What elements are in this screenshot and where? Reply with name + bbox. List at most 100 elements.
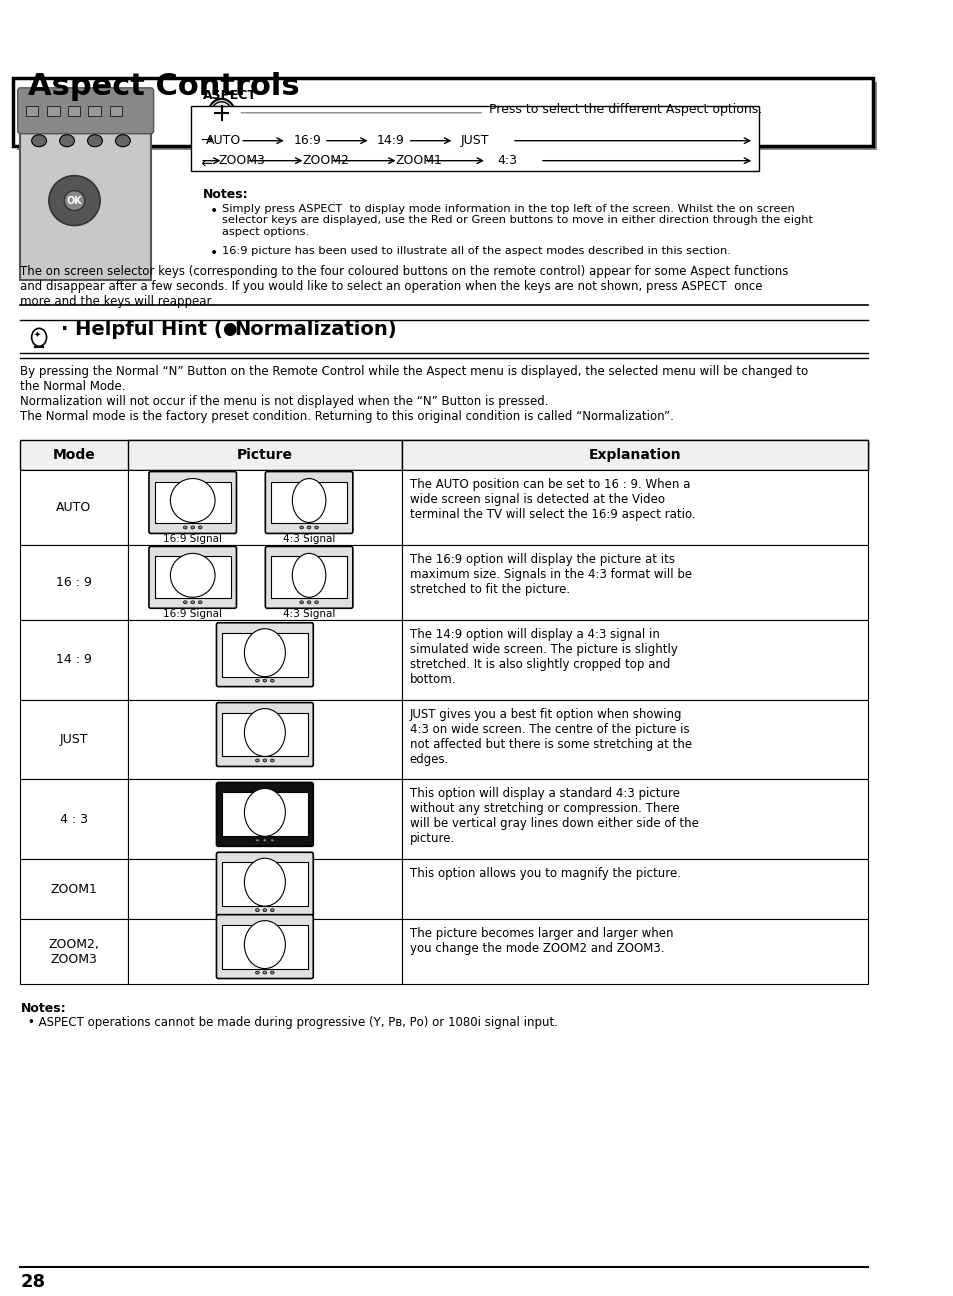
Text: 16:9: 16:9	[293, 135, 321, 148]
Bar	[128, 779, 402, 859]
Text: The on screen selector keys (corresponding to the four coloured buttons on the r: The on screen selector keys (correspondi…	[20, 266, 788, 308]
Ellipse shape	[255, 679, 259, 682]
FancyBboxPatch shape	[149, 472, 236, 534]
Text: •: •	[210, 203, 217, 218]
Text: This option will display a standard 4:3 picture
without any stretching or compre: This option will display a standard 4:3 …	[409, 788, 698, 845]
Bar	[128, 544, 402, 619]
Bar	[20, 859, 128, 919]
Text: The AUTO position can be set to 16 : 9. When a
wide screen signal is detected at: The AUTO position can be set to 16 : 9. …	[409, 478, 695, 521]
Bar	[128, 619, 402, 700]
Bar	[402, 779, 867, 859]
Text: Aspect Controls: Aspect Controls	[28, 71, 299, 101]
Text: 4:3 Signal: 4:3 Signal	[283, 534, 335, 544]
Ellipse shape	[255, 759, 259, 762]
Ellipse shape	[263, 679, 267, 682]
Ellipse shape	[115, 135, 131, 146]
Text: Normalization): Normalization)	[234, 320, 396, 340]
Bar	[154, 482, 231, 524]
Text: 4 : 3: 4 : 3	[60, 813, 88, 826]
FancyBboxPatch shape	[18, 88, 153, 133]
Ellipse shape	[171, 478, 214, 522]
Bar	[110, 106, 122, 115]
Bar	[402, 919, 867, 984]
Text: · Helpful Hint (: · Helpful Hint (	[60, 320, 222, 340]
FancyBboxPatch shape	[216, 623, 313, 687]
Bar	[89, 106, 100, 115]
Ellipse shape	[255, 839, 259, 842]
Bar	[402, 619, 867, 700]
Text: →: →	[200, 154, 212, 167]
Ellipse shape	[209, 98, 234, 127]
Bar	[191, 106, 758, 171]
Bar	[402, 859, 867, 919]
Text: ●: ●	[221, 320, 235, 338]
Ellipse shape	[244, 709, 285, 757]
Text: 14 : 9: 14 : 9	[56, 653, 91, 666]
Text: Explanation: Explanation	[588, 448, 680, 463]
Text: ZOOM1: ZOOM1	[395, 154, 442, 167]
Bar	[271, 482, 347, 524]
Ellipse shape	[263, 908, 267, 911]
Text: • ASPECT operations cannot be made during progressive (Y, Pʙ, Pᴏ) or 1080i signa: • ASPECT operations cannot be made durin…	[28, 1016, 558, 1029]
Ellipse shape	[270, 908, 274, 911]
FancyBboxPatch shape	[216, 783, 313, 846]
Bar	[20, 700, 128, 779]
Bar	[128, 919, 402, 984]
Ellipse shape	[292, 553, 326, 597]
Text: ZOOM1: ZOOM1	[51, 883, 97, 896]
Bar	[20, 441, 867, 470]
Bar	[26, 106, 38, 115]
Ellipse shape	[292, 478, 326, 522]
Bar	[20, 919, 128, 984]
Bar	[128, 441, 402, 470]
Ellipse shape	[88, 135, 102, 146]
Bar	[222, 924, 308, 968]
Ellipse shape	[255, 971, 259, 975]
Ellipse shape	[31, 135, 47, 146]
FancyBboxPatch shape	[265, 547, 353, 608]
Ellipse shape	[299, 526, 303, 529]
Ellipse shape	[299, 601, 303, 604]
Bar	[402, 470, 867, 544]
Ellipse shape	[183, 526, 187, 529]
Bar	[13, 78, 872, 145]
Ellipse shape	[191, 601, 194, 604]
Text: Mode: Mode	[52, 448, 95, 463]
Ellipse shape	[263, 759, 267, 762]
Ellipse shape	[244, 788, 285, 836]
Bar	[402, 700, 867, 779]
Bar	[222, 862, 308, 906]
Bar	[271, 556, 347, 599]
Text: 16:9 Signal: 16:9 Signal	[163, 609, 222, 619]
Text: AUTO: AUTO	[206, 135, 241, 148]
Text: JUST: JUST	[60, 734, 89, 746]
Ellipse shape	[270, 839, 274, 842]
Ellipse shape	[171, 553, 214, 597]
FancyBboxPatch shape	[216, 853, 313, 916]
Text: ✦: ✦	[33, 329, 41, 338]
Text: This option allows you to magnify the picture.: This option allows you to magnify the pi…	[409, 867, 679, 880]
Bar	[20, 91, 151, 280]
Text: 16 : 9: 16 : 9	[56, 575, 91, 588]
Text: Simply press ASPECT  to display mode information in the top left of the screen. : Simply press ASPECT to display mode info…	[221, 203, 812, 237]
Text: The 16:9 option will display the picture at its
maximum size. Signals in the 4:3: The 16:9 option will display the picture…	[409, 553, 691, 596]
Ellipse shape	[49, 176, 100, 226]
Text: JUST gives you a best fit option when showing
4:3 on wide screen. The centre of : JUST gives you a best fit option when sh…	[409, 708, 691, 766]
Text: OK: OK	[67, 196, 82, 206]
FancyBboxPatch shape	[216, 702, 313, 766]
Ellipse shape	[270, 759, 274, 762]
Text: By pressing the Normal “N” Button on the Remote Control while the Aspect menu is: By pressing the Normal “N” Button on the…	[20, 365, 808, 424]
Bar	[402, 441, 867, 470]
Ellipse shape	[198, 601, 202, 604]
Bar	[128, 859, 402, 919]
Text: 16:9 picture has been used to illustrate all of the aspect modes described in th: 16:9 picture has been used to illustrate…	[221, 245, 730, 255]
Text: The picture becomes larger and larger when
you change the mode ZOOM2 and ZOOM3.: The picture becomes larger and larger wh…	[409, 927, 673, 955]
Text: ASPECT: ASPECT	[203, 89, 256, 102]
Text: Press to select the different Aspect options.: Press to select the different Aspect opt…	[488, 104, 761, 117]
Bar	[20, 544, 128, 619]
Bar	[128, 470, 402, 544]
Text: ZOOM2: ZOOM2	[302, 154, 349, 167]
Ellipse shape	[270, 679, 274, 682]
Bar	[128, 700, 402, 779]
Ellipse shape	[263, 839, 267, 842]
